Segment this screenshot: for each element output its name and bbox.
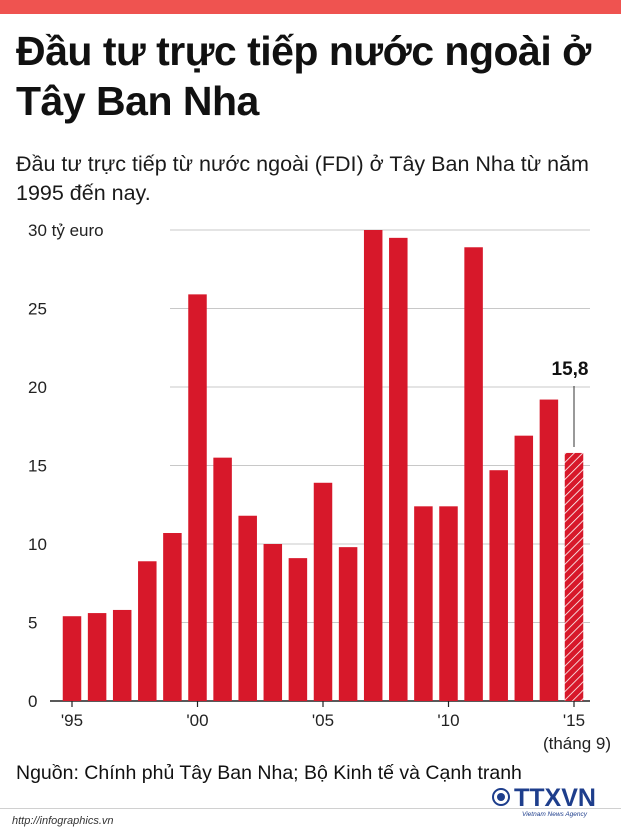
bar-layer [62,230,584,701]
y-tick-label: 25 [28,300,47,319]
y-tick-label: 20 [28,378,47,397]
bar-2003 [263,544,283,701]
bar-2011 [464,247,483,701]
bar-2006 [338,547,358,701]
bar-2013 [514,435,534,701]
x-tick-label: '05 [312,711,334,730]
y-tick-label: 30 tỷ euro [28,221,104,240]
y-tick-label: 0 [28,692,37,711]
y-tick-label: 15 [28,457,47,476]
page-subtitle: Đầu tư trực tiếp từ nước ngoài (FDI) ở T… [16,152,589,205]
ttxvn-logo: TTXVN Vietnam News Agency [492,784,612,824]
bar-1999 [163,533,182,701]
bar-1995 [62,616,82,701]
logo-name: TTXVN [514,784,596,812]
bar-1996 [87,613,107,701]
bar-2010 [439,506,458,701]
bar-2004 [288,558,308,701]
bar-2012 [489,470,508,701]
data-label-2015: 15,8 [552,359,589,380]
x-tick-label: '10 [437,711,459,730]
footer-divider [0,808,621,809]
bar-1998 [138,561,157,701]
bar-2000 [188,294,207,701]
x-tick-label: '00 [186,711,208,730]
y-tick-label: 5 [28,614,37,633]
fdi-bar-chart: 0 5 10 15 20 25 30 tỷ euro '95 '00 '05 '10 '15 (thán… [28,221,611,753]
top-accent-bar [0,0,621,14]
footer-url[interactable]: http://infographics.vn [12,815,114,827]
bar-2008 [389,237,408,701]
page-title: Đầu tư trực tiếp nước ngoài ở Tây Ban Nh… [16,28,591,124]
source-note: Nguồn: Chính phủ Tây Ban Nha; Bộ Kinh tế… [16,762,522,784]
bar-2014 [539,399,559,701]
bar-2002 [238,515,257,701]
bar-2007 [363,230,383,701]
bar-1997 [112,609,132,701]
y-tick-label: 10 [28,535,47,554]
ttxvn-emblem-icon [492,788,510,806]
x-tick-note: (tháng 9) [543,734,611,753]
x-tick-label: '15 [563,711,585,730]
bar-2015 [564,452,584,701]
x-tick-label: '95 [61,711,83,730]
label-layer: 0 5 10 15 20 25 30 tỷ euro '95 '00 '05 '10 '15 (thán… [28,221,611,753]
logo-subtitle: Vietnam News Agency [522,811,588,818]
bar-2005 [313,482,333,701]
bar-2009 [414,506,433,701]
bar-2001 [213,457,232,701]
